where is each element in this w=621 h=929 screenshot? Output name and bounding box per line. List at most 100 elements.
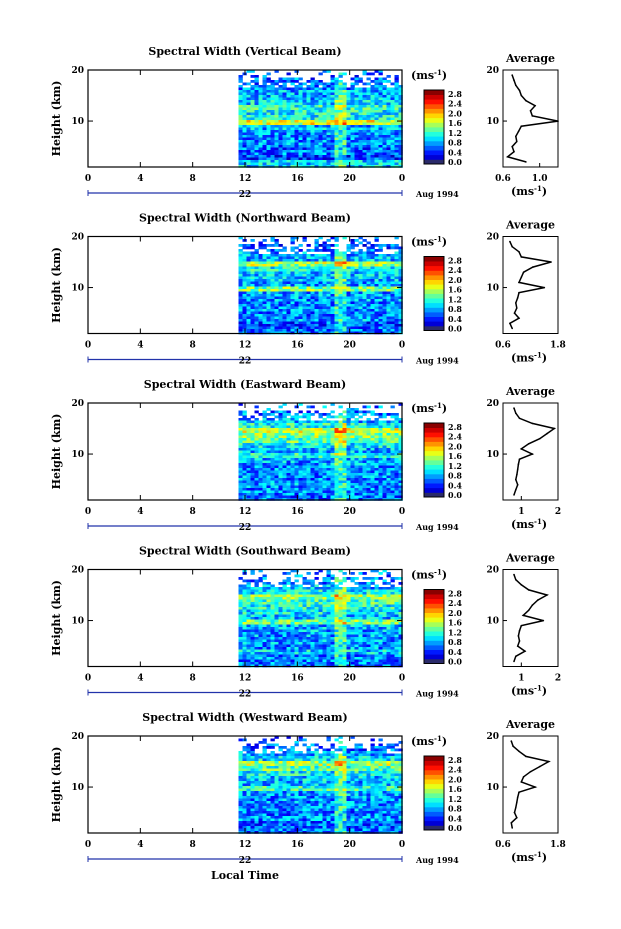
heatmap-cell bbox=[326, 430, 331, 434]
heatmap-cell bbox=[286, 165, 291, 168]
heatmap-cell bbox=[354, 271, 359, 275]
heatmap-cell bbox=[290, 306, 295, 310]
heatmap-cell bbox=[370, 495, 375, 499]
heatmap-cell bbox=[250, 662, 255, 665]
heatmap-cell bbox=[358, 137, 363, 141]
heatmap-cell bbox=[366, 87, 371, 91]
heatmap-cell bbox=[262, 647, 267, 650]
heatmap-cell bbox=[306, 147, 311, 151]
heatmap-cell bbox=[330, 498, 335, 501]
heatmap-cell bbox=[362, 150, 367, 153]
heatmap-cell bbox=[366, 316, 371, 320]
heatmap-cell bbox=[258, 112, 263, 116]
heatmap-cell bbox=[254, 579, 259, 583]
heatmap-cell bbox=[254, 659, 259, 663]
heatmap-cell bbox=[254, 122, 259, 126]
heatmap-cell bbox=[294, 445, 299, 449]
heatmap-cell bbox=[382, 425, 387, 429]
heatmap-cell bbox=[366, 450, 371, 454]
heatmap-cell bbox=[238, 296, 243, 300]
heatmap-cell bbox=[338, 405, 343, 409]
heatmap-cell bbox=[266, 319, 271, 322]
heatmap-cell bbox=[274, 331, 279, 335]
heatmap-cell bbox=[346, 418, 351, 421]
heatmap-cell bbox=[370, 145, 375, 148]
heatmap-cell bbox=[318, 160, 323, 163]
heatmap-cell bbox=[386, 160, 391, 163]
heatmap-cell bbox=[390, 445, 395, 449]
heatmap-cell bbox=[266, 425, 271, 429]
heatmap-cell bbox=[238, 112, 243, 116]
heatmap-cell bbox=[242, 420, 247, 424]
colorbar-segment bbox=[424, 316, 444, 322]
heatmap-cell bbox=[290, 274, 295, 277]
heatmap-cell bbox=[326, 87, 331, 91]
heatmap-cell bbox=[294, 266, 299, 270]
heatmap-cell bbox=[238, 157, 243, 161]
heatmap-cell bbox=[374, 440, 379, 444]
heatmap-cell bbox=[346, 463, 351, 466]
heatmap-cell bbox=[370, 480, 375, 484]
heatmap-cell bbox=[398, 490, 403, 494]
heatmap-cell bbox=[274, 301, 279, 305]
heatmap-cell bbox=[250, 455, 255, 459]
heatmap-cell bbox=[354, 493, 359, 496]
heatmap-cell bbox=[326, 102, 331, 106]
heatmap-cell bbox=[354, 160, 359, 163]
heatmap-cell bbox=[266, 652, 271, 655]
heatmap-cell bbox=[246, 321, 251, 325]
heatmap-cell bbox=[246, 659, 251, 663]
heatmap-cell bbox=[258, 284, 263, 287]
heatmap-cell bbox=[250, 440, 255, 444]
heatmap-cell bbox=[274, 306, 279, 310]
heatmap-cell bbox=[370, 274, 375, 277]
heatmap-cell bbox=[282, 485, 287, 489]
heatmap-cell bbox=[254, 150, 259, 153]
heatmap-cell bbox=[394, 269, 399, 272]
heatmap-cell bbox=[386, 331, 391, 335]
heatmap-cell bbox=[350, 301, 355, 305]
heatmap-cell bbox=[242, 445, 247, 449]
heatmap-cell bbox=[270, 485, 275, 489]
heatmap-cell bbox=[390, 100, 395, 103]
heatmap-cell bbox=[310, 90, 315, 93]
heatmap-cell bbox=[314, 316, 319, 320]
heatmap-cell bbox=[282, 274, 287, 277]
heatmap-cell bbox=[286, 418, 291, 421]
heatmap-cell bbox=[242, 137, 247, 141]
heatmap-cell bbox=[362, 254, 367, 257]
heatmap-cell bbox=[254, 112, 259, 116]
heatmap-cell bbox=[302, 423, 307, 426]
heatmap-cell bbox=[270, 85, 275, 88]
heatmap-cell bbox=[246, 460, 251, 464]
heatmap-cell bbox=[366, 455, 371, 459]
heatmap-cell bbox=[294, 137, 299, 141]
heatmap-cell bbox=[318, 470, 323, 474]
heatmap-cell bbox=[358, 92, 363, 96]
heatmap-cell bbox=[318, 256, 323, 260]
heatmap-cell bbox=[294, 97, 299, 101]
heatmap-cell bbox=[282, 572, 287, 575]
heatmap-cell bbox=[314, 147, 319, 151]
heatmap-cell bbox=[350, 291, 355, 295]
heatmap-cell bbox=[350, 246, 355, 250]
heatmap-cell bbox=[354, 147, 359, 151]
heatmap-cell bbox=[366, 90, 371, 93]
heatmap-cell bbox=[390, 455, 395, 459]
heatmap-cell bbox=[334, 495, 339, 499]
heatmap-cell bbox=[250, 657, 255, 660]
heatmap-cell bbox=[390, 493, 395, 496]
heatmap-cell bbox=[398, 498, 403, 501]
heatmap-cell bbox=[358, 306, 363, 310]
average-profile-line bbox=[513, 407, 557, 496]
heatmap-cell bbox=[334, 127, 339, 131]
heatmap-cell bbox=[370, 443, 375, 446]
heatmap-cell bbox=[250, 276, 255, 280]
heatmap-cell bbox=[294, 440, 299, 444]
heatmap-cell bbox=[390, 428, 395, 431]
heatmap-cell bbox=[286, 440, 291, 444]
heatmap-cell bbox=[354, 408, 359, 411]
heatmap-cell bbox=[398, 326, 403, 330]
heatmap-cell bbox=[286, 125, 291, 128]
heatmap-cell bbox=[390, 490, 395, 494]
